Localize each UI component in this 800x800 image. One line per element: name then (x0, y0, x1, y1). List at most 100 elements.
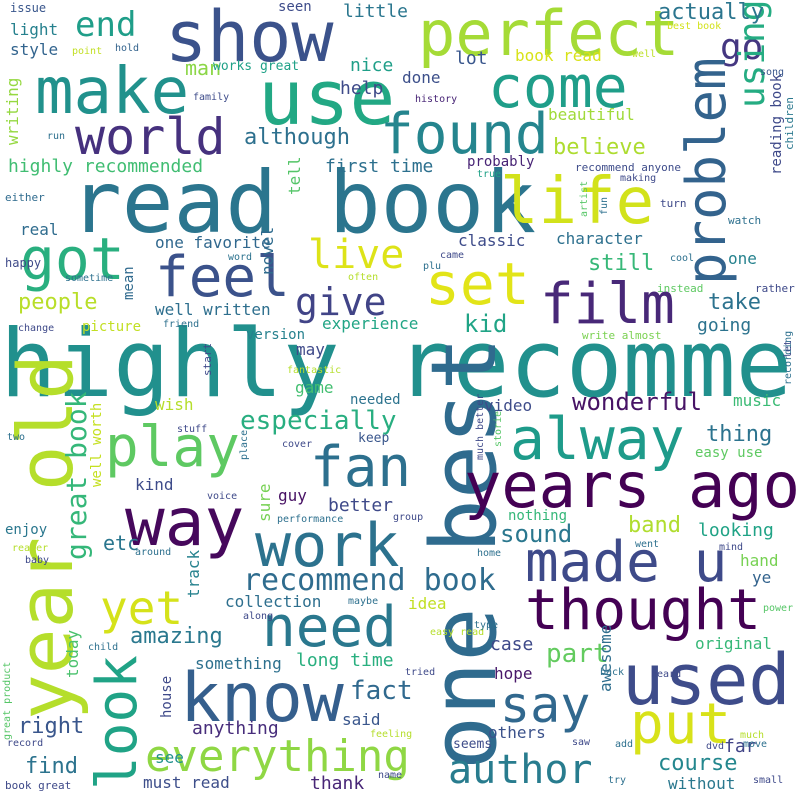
word: move (743, 739, 768, 750)
word: much (740, 730, 765, 741)
word: course (658, 751, 738, 776)
word: little (343, 1, 409, 22)
word: child (88, 642, 119, 653)
word: type (474, 620, 499, 631)
word: film (540, 272, 675, 337)
word: wish (155, 395, 194, 414)
word: style (10, 40, 59, 59)
word: far (724, 736, 757, 757)
word: tell (285, 156, 304, 195)
word: kid (464, 310, 508, 338)
word: children (783, 97, 796, 150)
word: saw (572, 737, 591, 748)
word: etc (103, 531, 140, 555)
word: right (18, 714, 85, 739)
word: name (378, 770, 403, 781)
word: stuff (177, 424, 208, 435)
word: start (201, 342, 214, 376)
word: went (635, 539, 660, 550)
word: works great (213, 59, 300, 74)
word: easy read (430, 627, 485, 638)
word: look (85, 655, 150, 790)
word: maybe (348, 596, 379, 607)
word: highly recommended (8, 156, 204, 177)
word: although (244, 125, 350, 150)
word: say (500, 676, 591, 734)
word: one (728, 249, 757, 268)
word: often (348, 272, 379, 283)
word: going (697, 315, 752, 336)
word: well worth (89, 402, 105, 487)
word: work (255, 511, 400, 581)
word: making (620, 173, 657, 184)
word: music (733, 391, 782, 410)
word: play (105, 415, 240, 480)
word: mind (719, 542, 744, 553)
word: fact (350, 676, 413, 706)
word: made u (525, 530, 728, 595)
word: nice (350, 55, 394, 76)
word: point (72, 46, 103, 57)
word: ye (752, 568, 772, 587)
word: book great (5, 779, 72, 792)
word: baby (25, 555, 50, 566)
word: song (760, 67, 785, 78)
word: know (180, 659, 344, 738)
word: one favorite (155, 233, 271, 252)
word: keep (358, 431, 390, 446)
word: feeling (370, 729, 413, 740)
word: experience (322, 314, 419, 333)
word: see (155, 748, 184, 767)
word: reader (12, 543, 49, 554)
word: family (193, 92, 230, 103)
word: live (308, 232, 405, 278)
word: along (243, 611, 274, 622)
word: thing (706, 422, 773, 447)
word: write almost (582, 329, 662, 342)
word: without (668, 774, 736, 793)
word: thought (525, 578, 762, 643)
word: fantastic (287, 365, 342, 376)
word: classic (458, 231, 526, 250)
word: highly recommend (0, 310, 800, 419)
word: friend (163, 319, 200, 330)
word: came (440, 250, 465, 261)
word: part (546, 639, 609, 669)
word: power (763, 603, 794, 614)
word: guy (278, 486, 307, 505)
word: end (75, 5, 137, 45)
word: need (262, 595, 397, 660)
word: something (195, 654, 282, 673)
word: house (159, 675, 175, 718)
word: needed (350, 392, 401, 408)
word: storie (493, 410, 504, 447)
word: heard (651, 669, 682, 680)
word: used (622, 639, 791, 721)
word: beautiful (548, 105, 635, 124)
word: group (393, 512, 424, 523)
word: game (295, 378, 334, 397)
word: collection (225, 592, 322, 611)
word: back (600, 667, 625, 678)
word: voice (207, 491, 238, 502)
word: version (246, 327, 306, 343)
word: watch (728, 214, 762, 227)
word: must read (143, 773, 230, 792)
word: rather (755, 282, 795, 295)
word: give (295, 280, 387, 324)
word: dvd (706, 741, 725, 752)
word: cool (670, 253, 695, 264)
word: life (500, 165, 655, 239)
word: wonderful (572, 388, 703, 416)
word: two (7, 432, 26, 443)
word: put (630, 692, 732, 757)
word: people (18, 290, 98, 315)
word: happy (5, 256, 42, 270)
word: others (488, 723, 546, 742)
word: problem (675, 57, 738, 285)
word: kind (135, 475, 174, 494)
word: amazing (130, 624, 223, 649)
word: found (380, 102, 549, 167)
word: place (239, 429, 250, 460)
